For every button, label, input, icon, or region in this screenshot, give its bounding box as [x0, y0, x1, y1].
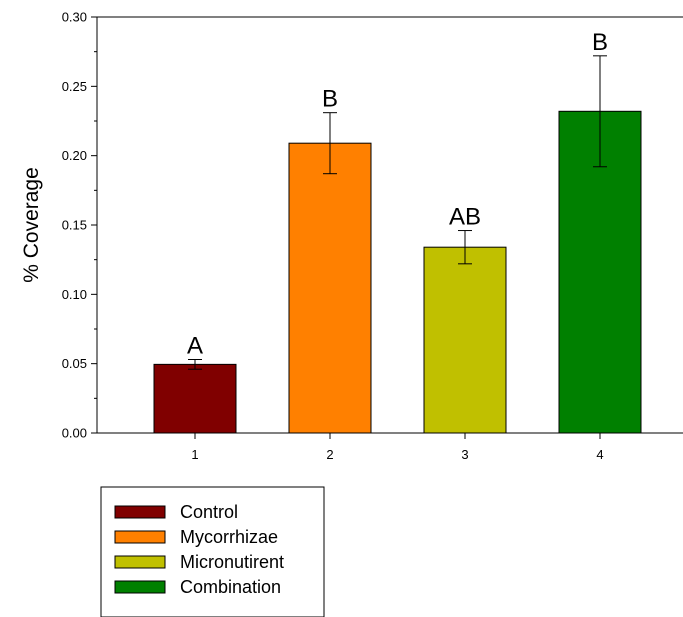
x-tick-label: 4 — [596, 447, 603, 462]
bars-group — [153, 110, 642, 434]
y-tick-label: 0.30 — [62, 10, 87, 25]
legend-swatch — [114, 555, 166, 569]
legend-label: Micronutirent — [180, 552, 284, 572]
y-tick-label: 0.25 — [62, 79, 87, 94]
x-tick-label: 1 — [191, 447, 198, 462]
legend-label: Mycorrhizae — [180, 527, 278, 547]
legend-swatch — [114, 580, 166, 594]
x-axis: 1 2 3 4 — [97, 432, 683, 462]
x-tick-label: 3 — [461, 447, 468, 462]
legend-swatch — [114, 505, 166, 519]
error-bars-group — [188, 55, 607, 370]
legend-label: Control — [180, 502, 238, 522]
legend-label: Combination — [180, 577, 281, 597]
y-tick-label: 0.00 — [62, 426, 87, 441]
legend-swatch — [114, 530, 166, 544]
significance-label: B — [322, 86, 338, 113]
significance-label: A — [187, 333, 203, 360]
significance-label: AB — [449, 204, 481, 231]
y-axis-label: % Coverage — [20, 167, 43, 283]
y-axis: 0.00 0.05 0.10 0.15 0.20 0.25 0.30 — [62, 10, 98, 441]
bar-1 — [153, 363, 237, 434]
y-tick-label: 0.20 — [62, 148, 87, 163]
significance-label: B — [592, 29, 608, 56]
bar-2 — [288, 142, 372, 434]
legend: Control Mycorrhizae Micronutirent Combinati… — [100, 486, 325, 617]
x-tick-label: 2 — [326, 447, 333, 462]
y-tick-label: 0.10 — [62, 287, 87, 302]
y-tick-label: 0.05 — [62, 356, 87, 371]
bar-3 — [423, 246, 507, 434]
y-tick-label: 0.15 — [62, 218, 87, 233]
